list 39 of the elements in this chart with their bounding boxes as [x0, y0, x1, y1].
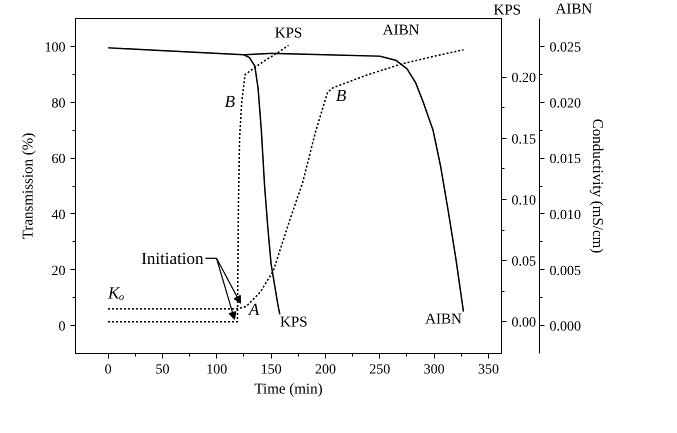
- annotation: B: [336, 86, 347, 106]
- x-tick-label: 50: [155, 362, 170, 378]
- y-axis-title: Transmission (%): [20, 132, 36, 240]
- x-tick-label: 350: [478, 362, 499, 378]
- x-axis-title: Time (min): [254, 382, 323, 398]
- y-tick-label: 100: [44, 40, 66, 56]
- y-tick-label: 60: [52, 152, 66, 168]
- y-tick-label: 80: [52, 96, 66, 112]
- y2-tick-label: 0.05: [512, 254, 536, 270]
- y2-tick-label: 0.00: [512, 316, 536, 331]
- y-tick-label: 40: [52, 208, 66, 223]
- y3-tick-label: 0.000: [550, 320, 581, 335]
- x-tick-label: 150: [260, 362, 282, 378]
- y3-tick-label: 0.010: [550, 208, 581, 223]
- y2-tick-label: 0.10: [512, 193, 536, 208]
- y3-tick-label: 0.005: [550, 264, 581, 279]
- y-tick-label: 20: [52, 264, 66, 279]
- y2-tick-label: 0.15: [512, 132, 536, 148]
- y3-tick-label: 0.015: [550, 152, 581, 168]
- y3-tick-label: 0.020: [550, 96, 581, 112]
- annotation: KPS: [274, 25, 302, 42]
- text: Conductivity (mS/cm): [589, 118, 605, 254]
- y2-tick-label: 0.20: [512, 71, 536, 86]
- annotation: AIBN: [382, 22, 420, 38]
- annotation: Kₒ: [107, 283, 124, 302]
- x-tick-label: 200: [314, 362, 336, 378]
- annotation: B: [224, 92, 236, 112]
- x-tick-label: 250: [369, 362, 390, 378]
- annotation: AIBN: [425, 312, 462, 328]
- x-tick-label: 300: [424, 362, 445, 378]
- annotation: KPS: [280, 314, 308, 330]
- annotation: Initiation: [141, 248, 204, 268]
- annotation: A: [248, 300, 260, 320]
- y3-axis-title: AIBN: [556, 2, 592, 18]
- x-tick-label: 100: [206, 362, 228, 378]
- y2-axis-title: KPS: [494, 2, 522, 18]
- y3-tick-label: 0.025: [550, 40, 581, 56]
- x-tick-label: 0: [104, 362, 112, 378]
- y-tick-label: 0: [58, 320, 66, 335]
